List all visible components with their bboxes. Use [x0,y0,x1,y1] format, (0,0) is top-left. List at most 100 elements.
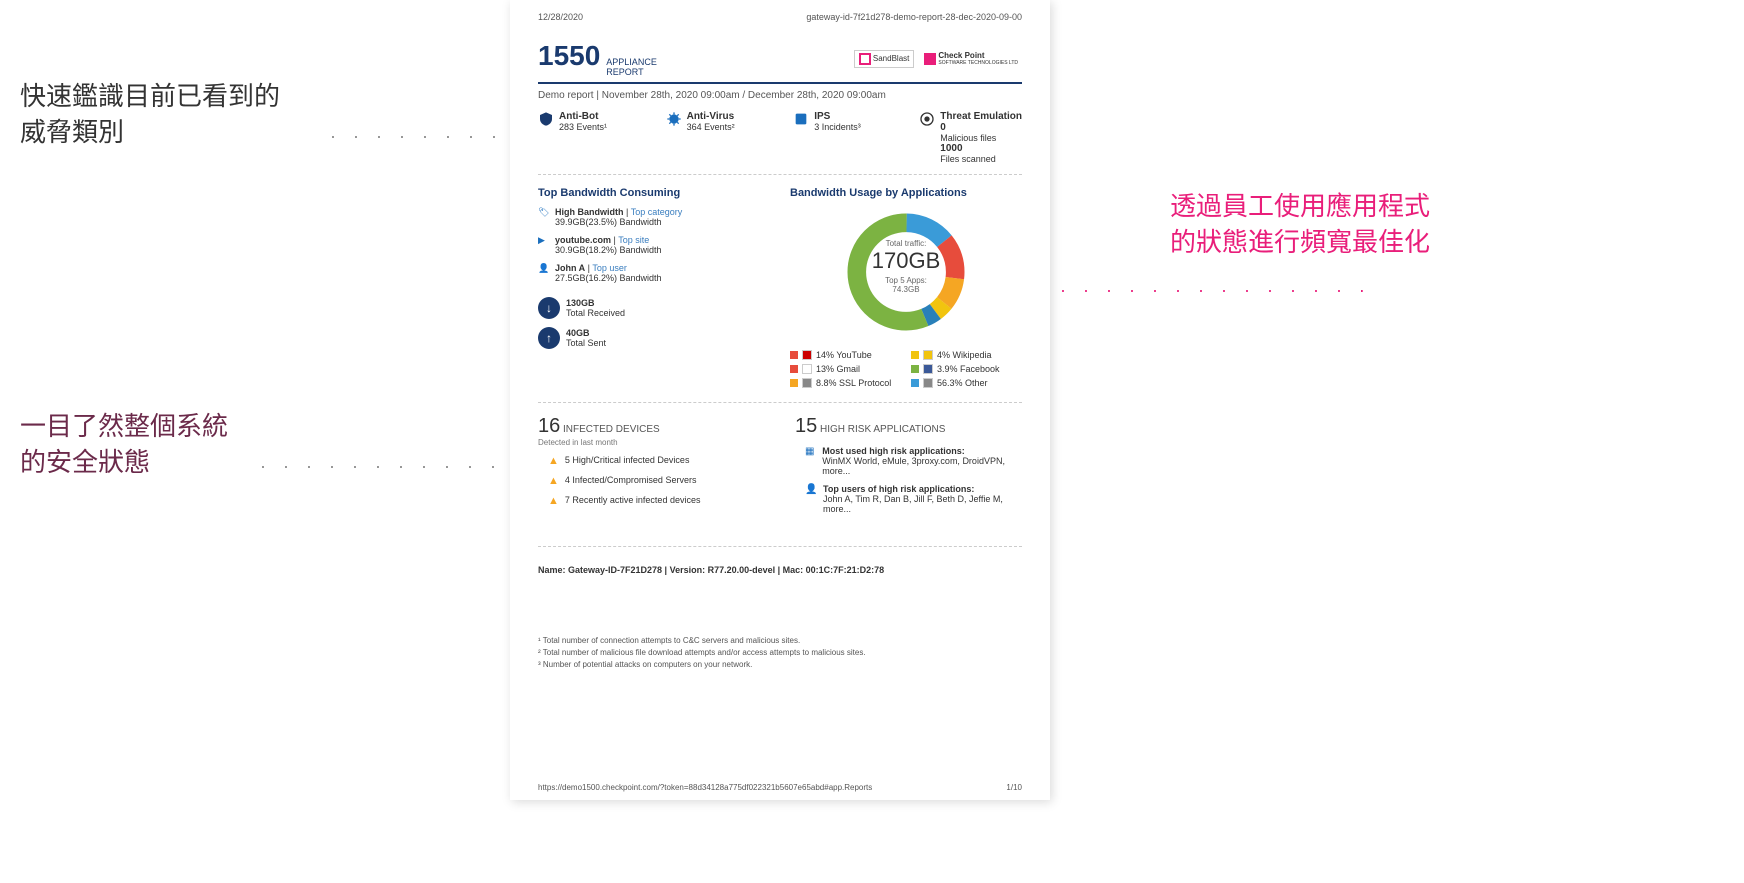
infected-line: ▲5 High/Critical infected Devices [548,455,765,467]
total-lbl: Total Sent [566,338,606,348]
legend-item: 56.3% Other [911,378,1022,388]
upload-icon: ↑ [538,327,560,349]
logo-text: Check PointSOFTWARE TECHNOLOGIES LTD [938,51,1018,66]
donut-center: Total traffic: 170GB Top 5 Apps:74.3GB [790,239,1022,294]
total-val: 40GB [566,328,590,338]
threat-antivirus: Anti-Virus364 Events² [666,111,735,164]
annotation-line: 透過員工使用應用程式 [1170,188,1430,224]
center-sub: Top 5 Apps:74.3GB [790,276,1022,294]
legend-color [911,351,919,359]
app-icon [802,378,812,388]
checkpoint-icon [924,53,936,65]
sandblast-logo: SandBlast [854,50,914,68]
risk-apps: 15 HIGH RISK APPLICATIONS ▦Most used hig… [795,415,1022,522]
threat-summary: Anti-Bot283 Events¹ Anti-Virus364 Events… [538,111,1022,175]
checkpoint-logo: Check PointSOFTWARE TECHNOLOGIES LTD [920,49,1022,68]
stat-num: 15 [795,415,817,437]
infected-line: ▲7 Recently active infected devices [548,495,765,507]
sandblast-icon [859,53,871,65]
cp-sub: SOFTWARE TECHNOLOGIES LTD [938,60,1018,66]
bandwidth-item: 🏷High Bandwidth | Top category39.9GB(23.… [538,207,770,227]
legend-item: 4% Wikipedia [911,350,1022,360]
legend-text: 56.3% Other [937,378,988,388]
section-title: Bandwidth Usage by Applications [790,187,1022,199]
risk-block: 👤Top users of high risk applications:Joh… [805,484,1022,514]
threat-name: Anti-Virus [687,111,735,122]
shield-icon [538,111,554,127]
threat-val: 283 Events¹ [559,122,607,132]
header-filename: gateway-id-7f21d278-demo-report-28-dec-2… [806,12,1022,22]
threat-val: 364 Events² [687,122,735,132]
annotation-line: 一目了然整個系統 [20,408,228,444]
stat-head: 16 INFECTED DEVICES Detected in last mont… [538,415,765,447]
title-sub: APPLIANCE REPORT [606,58,657,78]
stat-head: 15 HIGH RISK APPLICATIONS [795,415,1022,438]
legend: 14% YouTube4% Wikipedia13% Gmail3.9% Fac… [790,350,1022,388]
bandwidth-usage: Bandwidth Usage by Applications Total tr… [790,187,1022,388]
legend-color [911,365,919,373]
model-number: 1550 [538,40,600,72]
cp-name: Check Point [938,51,984,60]
stat-title: INFECTED DEVICES [563,424,660,435]
info-icon: ▦ [805,446,816,476]
emulation-icon [919,111,935,127]
title-left: 1550 APPLIANCE REPORT [538,40,657,78]
bw-icon: 👤 [538,263,550,275]
stat-sub: Detected in last month [538,438,765,447]
info-icon: 👤 [805,484,817,514]
legend-item: 8.8% SSL Protocol [790,378,901,388]
app-icon [802,350,812,360]
totals: ↓ 130GBTotal Received ↑ 40GBTotal Sent [538,297,770,349]
bandwidth-item: ▶youtube.com | Top site30.9GB(18.2%) Ban… [538,235,770,255]
warning-icon: ▲ [548,475,559,487]
bandwidth-item: 👤John A | Top user27.5GB(16.2%) Bandwidt… [538,263,770,283]
legend-text: 3.9% Facebook [937,364,1000,374]
footnotes: ¹ Total number of connection attempts to… [538,635,1022,671]
total-sent: ↑ 40GBTotal Sent [538,327,770,349]
app-icon [923,364,933,374]
ips-icon [793,111,809,127]
download-icon: ↓ [538,297,560,319]
annotation-threats: 快速鑑識目前已看到的 威脅類別 [20,78,280,151]
logos: SandBlast Check PointSOFTWARE TECHNOLOGI… [854,49,1022,68]
annotation-bandwidth: 透過員工使用應用程式 的狀態進行頻寬最佳化 [1170,188,1430,261]
footer-url: https://demo1500.checkpoint.com/?token=8… [538,783,872,792]
page-footer: https://demo1500.checkpoint.com/?token=8… [538,783,1022,792]
threat-emulation: Threat Emulation0 Malicious files1000 Fi… [919,111,1022,164]
center-val: 170GB [790,248,1022,274]
report-page: 12/28/2020 gateway-id-7f21d278-demo-repo… [510,0,1050,800]
annotation-line: 的安全狀態 [20,444,228,480]
app-icon [923,350,933,360]
section-title: Top Bandwidth Consuming [538,187,770,199]
warning-icon: ▲ [548,455,559,467]
date-range: Demo report | November 28th, 2020 09:00a… [538,90,1022,101]
legend-color [790,365,798,373]
risk-block: ▦Most used high risk applications:WinMX … [805,446,1022,476]
header-date: 12/28/2020 [538,12,583,22]
stats-section: 16 INFECTED DEVICES Detected in last mont… [538,415,1022,547]
total-received: ↓ 130GBTotal Received [538,297,770,319]
app-icon [802,364,812,374]
page-header: 12/28/2020 gateway-id-7f21d278-demo-repo… [538,12,1022,22]
threat-name: Threat Emulation [940,111,1022,122]
infected-devices: 16 INFECTED DEVICES Detected in last mont… [538,415,765,522]
legend-item: 3.9% Facebook [911,364,1022,374]
threat-antibot: Anti-Bot283 Events¹ [538,111,607,164]
virus-icon [666,111,682,127]
footer-page: 1/10 [1006,783,1022,792]
annotation-line: 威脅類別 [20,114,280,150]
footnote: ¹ Total number of connection attempts to… [538,635,1022,647]
legend-text: 14% YouTube [816,350,872,360]
bandwidth-consuming: Top Bandwidth Consuming 🏷High Bandwidth … [538,187,770,388]
donut-chart: Total traffic: 170GB Top 5 Apps:74.3GB [790,207,1022,340]
annotation-line: 的狀態進行頻寬最佳化 [1170,224,1430,260]
footer-info: Name: Gateway-ID-7F21D278 | Version: R77… [538,565,1022,575]
annotation-line: 快速鑑識目前已看到的 [20,78,280,114]
threat-name: IPS [814,111,861,122]
legend-color [911,379,919,387]
threat-name: Anti-Bot [559,111,607,122]
footnote: ² Total number of malicious file downloa… [538,647,1022,659]
threat-ips: IPS3 Incidents³ [793,111,861,164]
stat-num: 16 [538,415,560,437]
legend-text: 8.8% SSL Protocol [816,378,891,388]
